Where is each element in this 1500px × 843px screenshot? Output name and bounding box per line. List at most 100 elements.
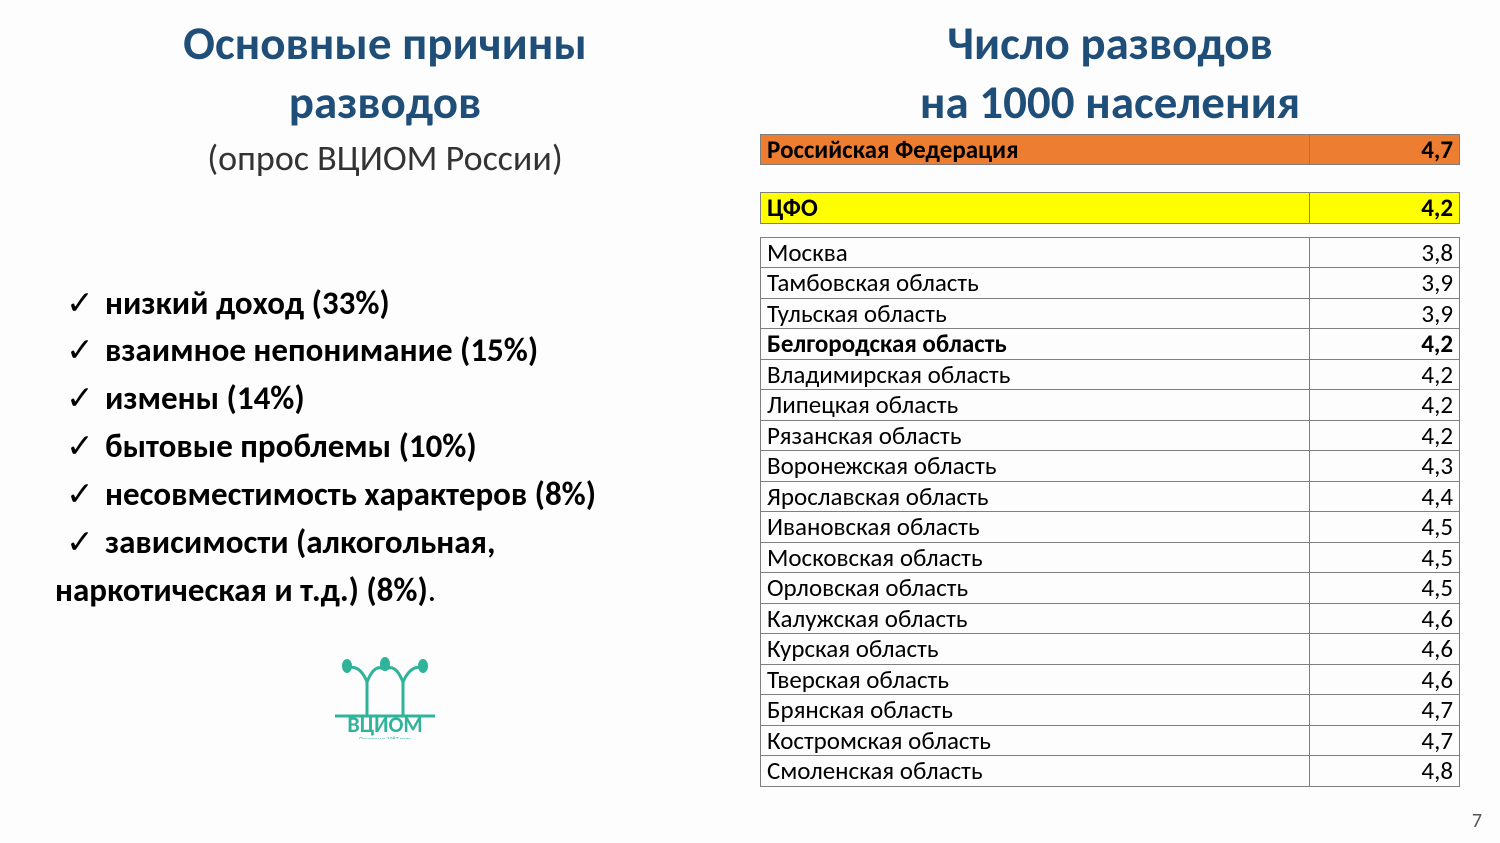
logo-text: ВЦИОМ [347,711,422,738]
region-value: 4,5 [1310,573,1460,604]
list-item: ✓зависимости (алкогольная, [55,519,730,567]
cfo-value: 4,2 [1310,193,1460,224]
region-value: 4,2 [1310,359,1460,390]
table-row: Рязанская область4,2 [761,420,1460,451]
left-subtitle: (опрос ВЦИОМ России) [40,136,730,180]
trailing-dot: . [428,570,436,610]
region-name: Тверская область [761,664,1310,695]
check-icon: ✓ [55,423,105,471]
divorce-rate-table: Российская Федерация 4,7 ЦФО 4,2 Москва3… [760,134,1460,787]
rf-value: 4,7 [1310,134,1460,165]
vciom-logo-icon: ВЦИОМ Основан в 1987 году [305,644,465,739]
list-item: ✓несовместимость характеров (8%) [55,471,730,519]
table-row: Липецкая область4,2 [761,390,1460,421]
slide: Основные причины разводов (опрос ВЦИОМ Р… [0,0,1500,843]
list-item-text: бытовые проблемы (10%) [105,423,477,471]
list-item-text: зависимости (алкогольная, [105,519,496,567]
table-row: Тамбовская область3,9 [761,268,1460,299]
table-spacer-small [761,223,1460,237]
list-item: ✓бытовые проблемы (10%) [55,423,730,471]
table-row: Костромская область4,7 [761,725,1460,756]
region-name: Липецкая область [761,390,1310,421]
region-value: 4,5 [1310,512,1460,543]
table-row: Москва3,8 [761,237,1460,268]
reasons-list: ✓низкий доход (33%)✓взаимное непонимание… [40,280,730,615]
region-name: Москва [761,237,1310,268]
region-name: Смоленская область [761,756,1310,787]
rf-name: Российская Федерация [761,134,1310,165]
table-row-rf: Российская Федерация 4,7 [761,134,1460,165]
table-row: Белгородская область4,2 [761,329,1460,360]
check-icon: ✓ [55,519,105,567]
region-name: Курская область [761,634,1310,665]
check-icon: ✓ [55,471,105,519]
table-row: Владимирская область4,2 [761,359,1460,390]
table-spacer [761,165,1460,193]
page-number: 7 [1472,809,1482,833]
table-row-cfo: ЦФО 4,2 [761,193,1460,224]
region-value: 3,9 [1310,298,1460,329]
region-value: 4,7 [1310,695,1460,726]
table-row: Орловская область4,5 [761,573,1460,604]
divorce-rate-table-wrap: Российская Федерация 4,7 ЦФО 4,2 Москва3… [760,134,1460,787]
right-column: Число разводов на 1000 населения Российс… [750,14,1460,843]
left-title: Основные причины разводов [40,14,730,132]
region-value: 4,3 [1310,451,1460,482]
region-value: 3,8 [1310,237,1460,268]
region-name: Орловская область [761,573,1310,604]
left-title-line1: Основные причины [183,14,587,72]
region-name: Тульская область [761,298,1310,329]
region-name: Рязанская область [761,420,1310,451]
right-title: Число разводов на 1000 населения [760,14,1460,132]
region-name: Ивановская область [761,512,1310,543]
left-title-line2: разводов [289,73,481,131]
list-item: ✓взаимное непонимание (15%) [55,327,730,375]
right-title-line2: на 1000 населения [920,73,1300,131]
region-value: 4,6 [1310,634,1460,665]
region-value: 4,6 [1310,603,1460,634]
list-item: ✓измены (14%) [55,375,730,423]
logo-subtext: Основан в 1987 году [359,735,411,739]
region-name: Московская область [761,542,1310,573]
region-name: Белгородская область [761,329,1310,360]
check-icon: ✓ [55,375,105,423]
region-value: 4,5 [1310,542,1460,573]
region-value: 4,2 [1310,329,1460,360]
table-row: Московская область4,5 [761,542,1460,573]
list-item-text: низкий доход (33%) [105,280,390,328]
table-row: Смоленская область4,8 [761,756,1460,787]
table-row: Калужская область4,6 [761,603,1460,634]
region-name: Воронежская область [761,451,1310,482]
vciom-logo: ВЦИОМ Основан в 1987 году [40,644,730,744]
region-name: Владимирская область [761,359,1310,390]
region-value: 4,7 [1310,725,1460,756]
table-row: Ивановская область4,5 [761,512,1460,543]
table-row: Тульская область3,9 [761,298,1460,329]
list-item-text: несовместимость характеров (8%) [105,471,596,519]
table-row: Ярославская область4,4 [761,481,1460,512]
left-column: Основные причины разводов (опрос ВЦИОМ Р… [40,14,750,843]
table-row: Брянская область4,7 [761,695,1460,726]
check-icon: ✓ [55,280,105,328]
region-value: 4,4 [1310,481,1460,512]
region-value: 3,9 [1310,268,1460,299]
region-value: 4,6 [1310,664,1460,695]
check-icon: ✓ [55,327,105,375]
list-item-text: измены (14%) [105,375,305,423]
cfo-name: ЦФО [761,193,1310,224]
region-value: 4,8 [1310,756,1460,787]
list-item-text: взаимное непонимание (15%) [105,327,538,375]
list-item-wrap: наркотическая и т.д.) (8%). [55,567,730,615]
region-value: 4,2 [1310,390,1460,421]
region-name: Тамбовская область [761,268,1310,299]
region-name: Костромская область [761,725,1310,756]
table-row: Курская область4,6 [761,634,1460,665]
right-title-line1: Число разводов [947,14,1273,72]
region-name: Калужская область [761,603,1310,634]
region-name: Брянская область [761,695,1310,726]
region-name: Ярославская область [761,481,1310,512]
list-item: ✓низкий доход (33%) [55,280,730,328]
region-value: 4,2 [1310,420,1460,451]
table-row: Тверская область4,6 [761,664,1460,695]
table-row: Воронежская область4,3 [761,451,1460,482]
